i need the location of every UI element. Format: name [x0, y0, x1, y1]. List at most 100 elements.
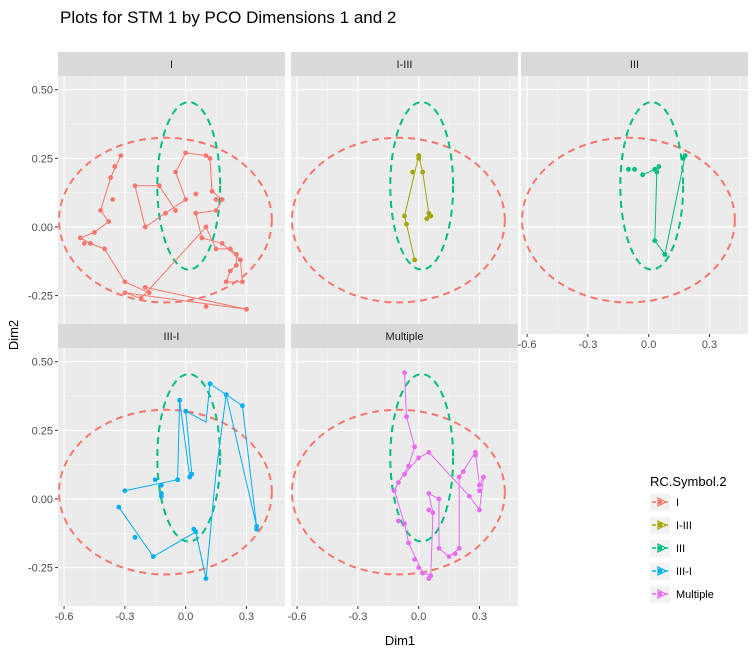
y-tick-label: 0.25	[32, 425, 53, 437]
data-point	[391, 488, 397, 494]
plot-area-iii	[521, 101, 736, 304]
data-point	[203, 224, 209, 230]
data-point	[88, 241, 93, 246]
data-point	[640, 172, 646, 178]
strip-label-i-iii: I-III	[397, 59, 413, 71]
legend-key-point	[657, 545, 663, 551]
data-point	[402, 213, 407, 219]
legend-item-iii-i: III-I	[650, 563, 692, 580]
data-point	[452, 551, 458, 557]
legend-item-multiple: Multiple	[650, 586, 714, 603]
x-tick-label: 0.3	[472, 611, 487, 623]
data-point	[122, 290, 128, 296]
data-point	[424, 216, 430, 222]
data-point	[652, 238, 658, 244]
legend-label: III-I	[676, 566, 692, 578]
data-point	[207, 155, 213, 161]
data-point	[420, 570, 426, 576]
y-tick-label: -0.25	[28, 563, 53, 575]
data-point	[477, 507, 482, 513]
data-point	[122, 279, 128, 285]
strip-multiple	[291, 324, 518, 348]
strip-label-multiple: Multiple	[386, 331, 424, 343]
data-point	[193, 191, 199, 197]
III-ellipse	[619, 101, 685, 271]
data-point	[240, 279, 245, 285]
data-point	[473, 452, 478, 458]
data-point	[426, 491, 432, 496]
data-point	[430, 510, 436, 516]
data-point	[142, 224, 148, 230]
legend-item-iii: III	[650, 540, 685, 557]
data-point	[102, 246, 108, 252]
data-point	[92, 230, 97, 235]
legend-label: Multiple	[676, 589, 714, 601]
data-point	[428, 213, 434, 219]
data-point	[98, 208, 103, 213]
data-point	[233, 262, 239, 268]
data-point	[481, 474, 486, 480]
data-point	[132, 183, 138, 189]
data-point	[632, 166, 637, 172]
data-point	[219, 241, 225, 246]
data-point	[254, 526, 260, 532]
data-point	[436, 545, 442, 551]
y-tick-label: 0.00	[32, 494, 53, 506]
legend-key-point	[657, 568, 663, 574]
data-point	[203, 304, 209, 309]
I-ellipse	[291, 136, 506, 304]
x-tick-label: 0.0	[411, 611, 426, 623]
data-point	[112, 164, 118, 169]
data-point	[223, 392, 229, 398]
data-point	[410, 169, 416, 175]
data-point	[227, 246, 233, 252]
legend-title: RC.Symbol.2	[650, 474, 727, 489]
panel-background	[291, 348, 518, 606]
data-point	[406, 463, 411, 469]
strip-i-iii	[291, 52, 518, 76]
I-ellipse	[291, 408, 506, 576]
data-point	[404, 221, 409, 227]
data-point	[402, 370, 407, 376]
x-tick-label: -0.3	[115, 611, 134, 623]
legend-key-point	[657, 499, 663, 505]
legend-key-point	[657, 522, 663, 528]
data-point	[199, 235, 205, 241]
data-point	[106, 219, 112, 224]
data-point	[163, 210, 168, 216]
data-point	[183, 197, 189, 202]
data-point	[187, 474, 193, 480]
y-tick-label: 0.25	[32, 153, 53, 165]
strip-iii	[521, 52, 748, 76]
data-point	[406, 540, 411, 546]
strip-label-iii-i: III-I	[164, 331, 180, 343]
data-point	[150, 554, 156, 559]
data-point	[396, 480, 401, 485]
legend-item-i: I	[650, 494, 679, 511]
plot-area-iii-i	[58, 373, 273, 581]
data-point	[662, 252, 668, 257]
III-ellipse	[389, 373, 455, 543]
I-ellipse	[58, 136, 273, 304]
legend-label: I	[676, 497, 679, 509]
data-point	[156, 183, 162, 189]
data-point	[209, 188, 215, 194]
data-point	[110, 197, 116, 202]
data-point	[191, 526, 197, 532]
panel-background	[291, 76, 518, 334]
x-tick-label: -0.3	[348, 611, 367, 623]
data-point	[132, 534, 138, 540]
data-point	[177, 397, 183, 403]
data-point	[412, 556, 418, 562]
strip-label-iii: III	[630, 59, 639, 71]
data-point	[122, 488, 128, 494]
data-point	[175, 477, 180, 483]
data-point	[203, 153, 209, 158]
x-tick-label: -0.6	[518, 339, 537, 351]
data-point	[142, 284, 148, 290]
strip-i	[58, 52, 285, 76]
data-point	[654, 169, 660, 175]
data-point	[183, 408, 189, 414]
x-tick-label: 0.3	[702, 339, 717, 351]
